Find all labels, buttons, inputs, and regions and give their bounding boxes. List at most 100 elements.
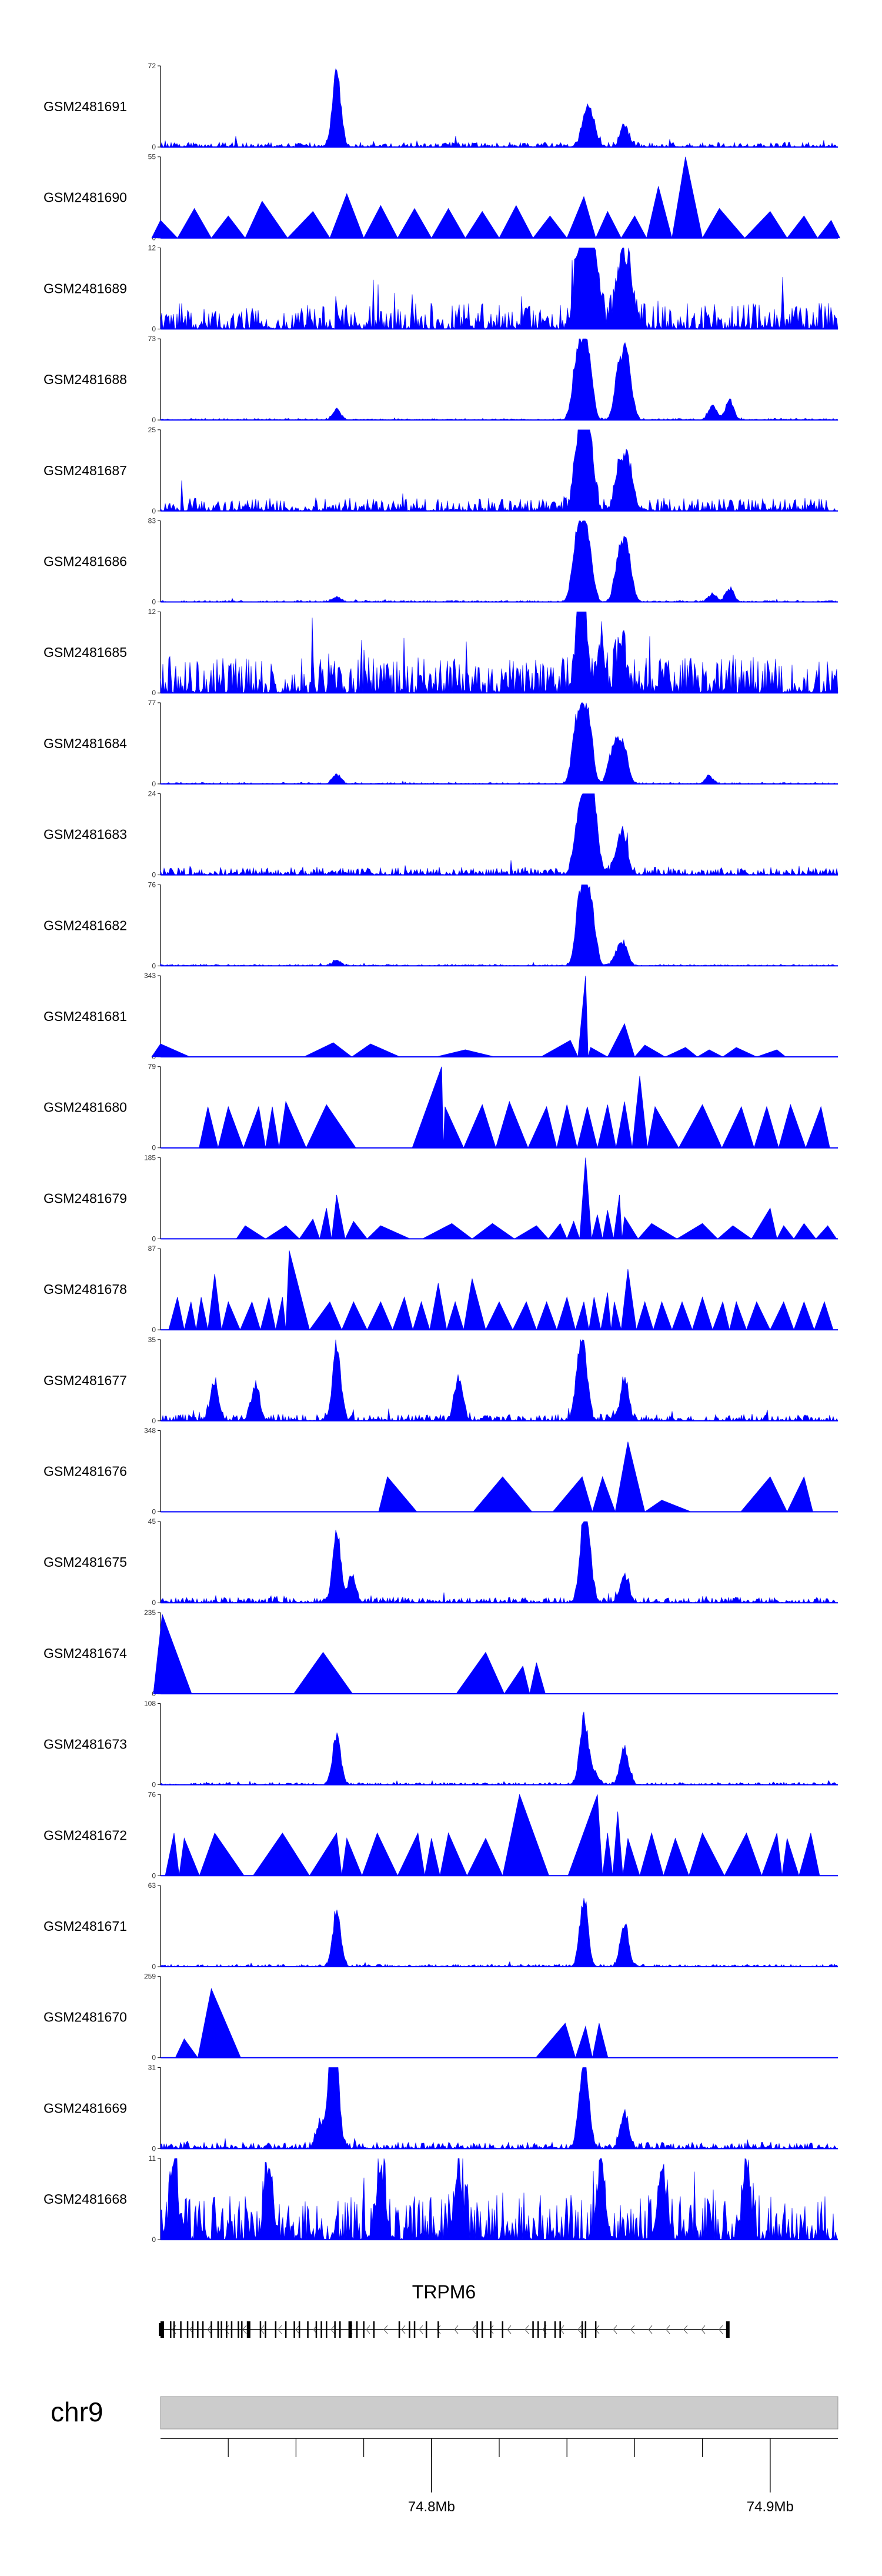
y-max-label: 79 [148, 1063, 156, 1071]
track: GSM2481676 348 0 [44, 1427, 838, 1516]
track-label: GSM2481689 [44, 281, 127, 296]
signal-area [175, 1988, 609, 2058]
track-label: GSM2481691 [44, 99, 127, 114]
track-label: GSM2481673 [44, 1737, 127, 1752]
y-max-label: 76 [148, 1790, 156, 1798]
exon [160, 2321, 164, 2338]
y-zero-label: 0 [152, 325, 156, 333]
y-zero-label: 0 [152, 962, 156, 970]
strand-arrow [648, 2325, 653, 2334]
track: GSM2481685 12 0 [44, 608, 838, 697]
exon [425, 2321, 427, 2338]
exon [481, 2321, 483, 2338]
signal-area [160, 702, 838, 785]
y-max-label: 185 [144, 1153, 156, 1162]
track: GSM24816742350 [44, 1609, 838, 1698]
track: GSM2481686 83 0 [44, 517, 838, 606]
exon [502, 2321, 503, 2338]
gene-name-label: TRPM6 [412, 2281, 476, 2303]
signal-area [160, 338, 838, 421]
track: GSM2481673 108 0 [44, 1700, 838, 1789]
signal-area [160, 520, 838, 603]
track-label: GSM2481687 [44, 463, 127, 478]
track: GSM2481682 76 0 [44, 880, 838, 970]
signal-area [168, 1250, 834, 1330]
exon [293, 2321, 295, 2338]
signal-area [165, 1793, 820, 1876]
exon [211, 2321, 212, 2338]
track: GSM2481671 63 0 [44, 1881, 838, 1971]
exon [285, 2321, 287, 2338]
exon [334, 2321, 336, 2338]
exon [180, 2321, 182, 2338]
exon [202, 2321, 204, 2338]
track: GSM2481683 24 0 [44, 790, 838, 879]
strand-arrow [366, 2325, 370, 2334]
strand-arrow [295, 2325, 300, 2334]
exon [356, 2321, 358, 2338]
y-zero-label: 0 [152, 1781, 156, 1789]
y-max-label: 235 [144, 1609, 156, 1617]
major-tick-label-74-9: 74.9Mb [747, 2499, 794, 2515]
track: GSM2481687 25 0 [44, 426, 838, 515]
track: GSM2481678 87 0 [44, 1244, 838, 1334]
exon [241, 2321, 243, 2338]
track-label: GSM2481676 [44, 1464, 127, 1479]
track: GSM2481689 12 0 [44, 243, 838, 333]
signal-area [160, 1711, 838, 1786]
y-zero-label: 0 [152, 2235, 156, 2244]
signal-area [160, 68, 838, 148]
y-max-label: 63 [148, 1881, 156, 1890]
gene-track: TRPM6 [159, 2281, 730, 2338]
track-label: GSM2481690 [44, 190, 127, 205]
track: GSM2481688 73 0 [44, 335, 838, 424]
y-max-label: 24 [148, 790, 156, 798]
signal-area [151, 975, 787, 1057]
track-label: GSM2481683 [44, 827, 127, 842]
exon [259, 2321, 262, 2338]
strand-arrow [242, 2325, 247, 2334]
y-max-label: 12 [148, 243, 156, 252]
chromosome-ideogram-bar [160, 2396, 838, 2430]
y-max-label: 76 [148, 880, 156, 889]
strand-arrow [401, 2325, 406, 2334]
track-label: GSM2481682 [44, 917, 127, 933]
exon [726, 2321, 730, 2338]
strand-arrow [577, 2325, 582, 2334]
y-max-label: 35 [148, 1336, 156, 1344]
track-label: GSM2481670 [44, 2010, 127, 2025]
signal-area [160, 793, 838, 876]
exon [584, 2321, 587, 2338]
strand-arrow [419, 2325, 423, 2334]
y-zero-label: 0 [152, 1234, 156, 1243]
track: GSM2481680 79 0 [44, 1063, 838, 1152]
y-zero-label: 0 [152, 1417, 156, 1425]
y-max-label: 12 [148, 608, 156, 616]
y-zero-label: 0 [152, 689, 156, 697]
signal-area [160, 1339, 838, 1422]
track: GSM2481672 76 0 [44, 1790, 838, 1880]
y-max-label: 348 [144, 1427, 156, 1435]
track-label: GSM2481688 [44, 372, 127, 387]
y-max-label: 31 [148, 2063, 156, 2071]
y-zero-label: 0 [152, 1599, 156, 1607]
y-max-label: 11 [149, 2154, 156, 2163]
track-label: GSM2481668 [44, 2191, 127, 2207]
signal-area [160, 885, 838, 966]
track-label: GSM2481674 [44, 1646, 127, 1661]
track-label: GSM2481677 [44, 1373, 127, 1388]
exon [476, 2321, 478, 2338]
signal-area [160, 1898, 838, 1967]
track-label: GSM2481671 [44, 1918, 127, 1934]
strand-arrow [383, 2325, 388, 2334]
exon [581, 2321, 583, 2338]
exon [413, 2321, 416, 2338]
signal-area [160, 2067, 838, 2150]
y-zero-label: 0 [152, 143, 156, 151]
exon [320, 2321, 322, 2338]
signal-area [378, 1442, 813, 1512]
signal-area [160, 611, 838, 694]
y-zero-label: 0 [152, 1871, 156, 1880]
track: GSM2481669 31 0 [44, 2063, 838, 2153]
y-max-label: 72 [148, 62, 156, 70]
